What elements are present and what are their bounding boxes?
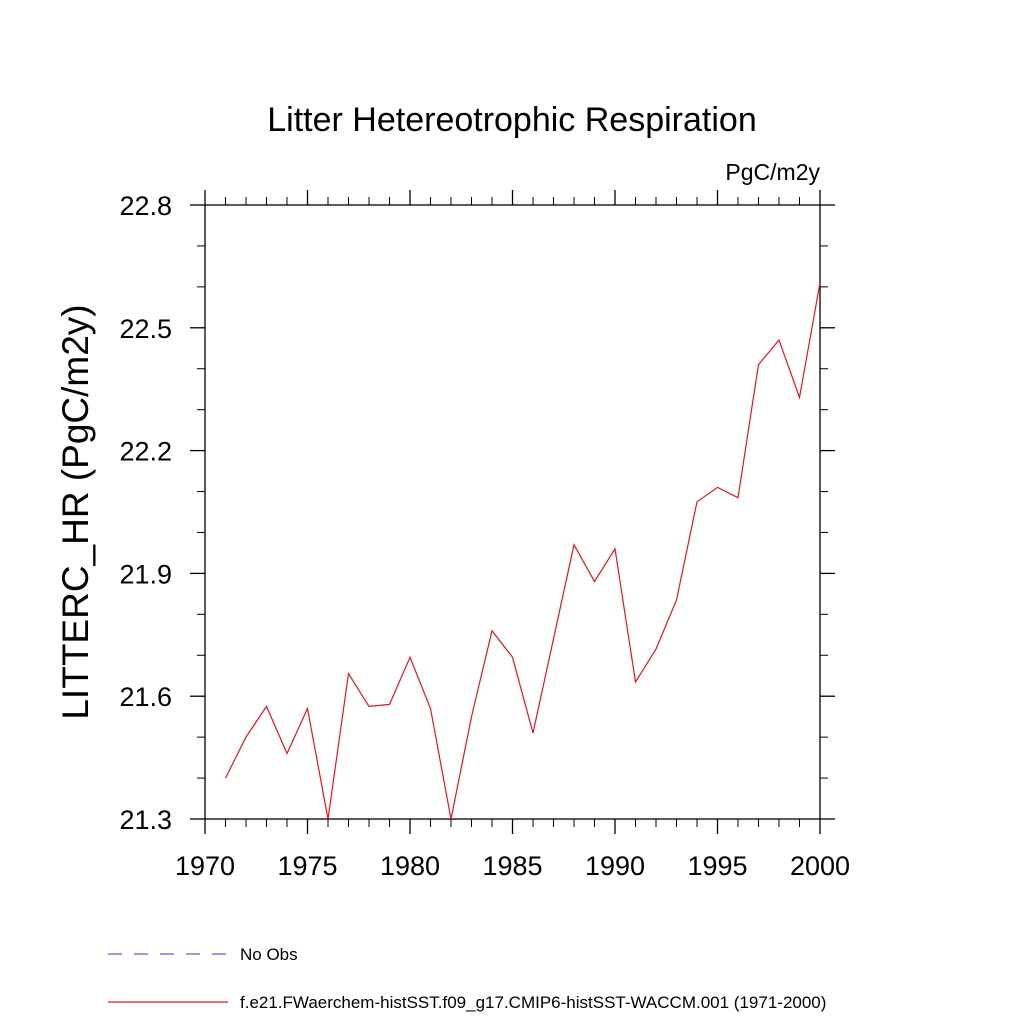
x-tick-label: 1990: [585, 851, 645, 881]
units-label: PgC/m2y: [725, 159, 820, 185]
x-tick-label: 1970: [175, 851, 235, 881]
chart-title: Litter Hetereotrophic Respiration: [267, 101, 756, 139]
y-tick-label: 21.6: [119, 682, 172, 712]
plot-frame: [204, 204, 821, 820]
y-tick-label: 21.9: [119, 559, 172, 589]
y-tick-label: 22.2: [119, 437, 172, 467]
y-axis-label: LITTERC_HR (PgC/m2y): [55, 304, 96, 719]
y-tick-label: 21.3: [119, 805, 172, 835]
x-tick-label: 1975: [277, 851, 337, 881]
ticks: 1970 1975 1980 1985 1990 1995 2000 21.3 21.6 21.9…: [119, 190, 850, 881]
y-tick-label: 22.8: [119, 191, 172, 221]
x-tick-label: 1985: [482, 851, 542, 881]
x-tick-label: 2000: [790, 851, 850, 881]
y-tick-label: 22.5: [119, 314, 172, 344]
legend: No Obs f.e21.FWaerchem-histSST.f09_g17.CM…: [108, 945, 826, 1012]
series-line: [224, 282, 821, 820]
legend-label: f.e21.FWaerchem-histSST.f09_g17.CMIP6-hi…: [240, 993, 826, 1012]
series-layer: [224, 282, 821, 820]
x-tick-label: 1980: [380, 851, 440, 881]
legend-label: No Obs: [240, 945, 298, 964]
x-tick-label: 1995: [687, 851, 747, 881]
